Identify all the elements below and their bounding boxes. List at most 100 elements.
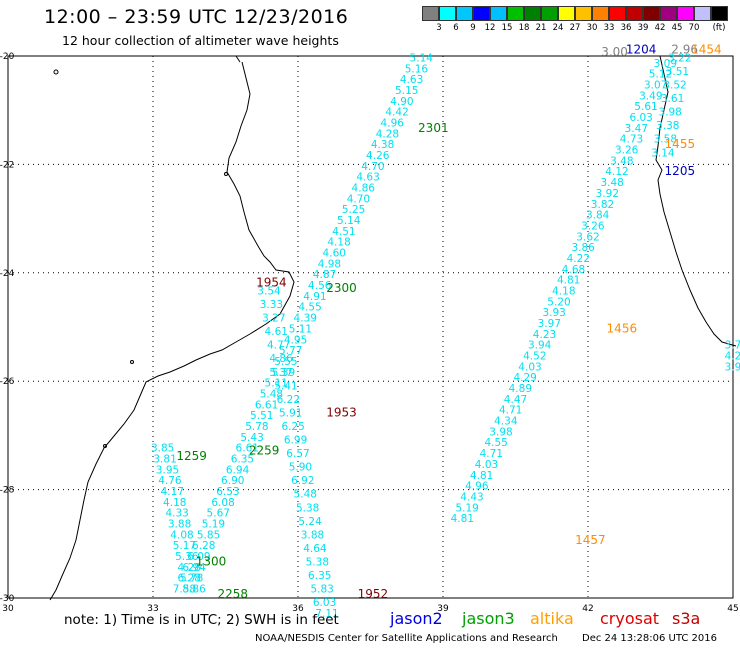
wave-height-value: 4.90 bbox=[390, 96, 413, 108]
wave-height-value: 3.94 bbox=[528, 340, 552, 352]
wave-height-value: 4.2 bbox=[725, 351, 740, 363]
legend-label: 42 bbox=[654, 23, 666, 33]
wave-height-value: 3.47 bbox=[625, 123, 648, 135]
wave-height-value: 4.17 bbox=[161, 486, 184, 498]
lat-tick-label: -30 bbox=[0, 594, 15, 604]
lon-tick-label: 33 bbox=[147, 604, 158, 614]
legend-label: 33 bbox=[603, 23, 615, 33]
wave-height-value: 4.23 bbox=[533, 329, 556, 341]
wave-height-value: 5.43 bbox=[240, 432, 263, 444]
wave-height-value: 4.52 bbox=[523, 351, 546, 363]
legend-swatch bbox=[524, 6, 541, 21]
wave-height-value: 7.58 bbox=[173, 584, 196, 596]
wave-height-value: 5.14 bbox=[410, 52, 434, 64]
legend-swatch bbox=[473, 6, 490, 21]
wave-height-value: 4.55 bbox=[484, 437, 507, 449]
timestamp: Dec 24 13:28:06 UTC 2016 bbox=[582, 633, 717, 644]
wave-height-value: 5.55 bbox=[274, 356, 297, 368]
wave-height-value: 3.93 bbox=[542, 307, 565, 319]
wave-height-value: 4.51 bbox=[332, 226, 355, 238]
wave-height-value: 5.39 bbox=[272, 367, 295, 379]
wave-height-value: 4.18 bbox=[552, 285, 575, 297]
wave-height-value: 3.61 bbox=[661, 93, 684, 105]
wave-height-value: 3.88 bbox=[301, 529, 324, 541]
wave-height-value: 4.42 bbox=[385, 107, 408, 119]
africa-coastline bbox=[49, 61, 295, 601]
wave-height-value: 5.19 bbox=[202, 519, 225, 531]
legend-swatch bbox=[541, 6, 558, 21]
wave-height-value: 4.87 bbox=[313, 269, 336, 281]
wave-height-value: 3.95 bbox=[156, 464, 179, 476]
wave-height-value: 6.35 bbox=[231, 454, 254, 466]
wave-height-value: 3.62 bbox=[576, 231, 599, 243]
wave-height-value: 3.27 bbox=[262, 313, 285, 325]
pass-time-label: 1953 bbox=[326, 405, 357, 419]
wave-height-value: 4.47 bbox=[504, 394, 527, 406]
wave-height-value: 5.17 bbox=[173, 540, 196, 552]
wave-height-value: 4.95 bbox=[284, 334, 307, 346]
wave-height-value: 5.38 bbox=[306, 556, 329, 568]
legend-label: 24 bbox=[552, 23, 564, 33]
pass-time-label: 2259 bbox=[249, 443, 280, 457]
wave-height-value: 4.03 bbox=[475, 459, 498, 471]
footer-note: note: 1) Time is in UTC; 2) SWH is in fe… bbox=[64, 612, 339, 628]
wave-height-value: 5.91 bbox=[279, 407, 302, 419]
lat-tick-label: -24 bbox=[0, 269, 15, 279]
legend-swatch bbox=[609, 6, 626, 21]
lat-tick-label: -20 bbox=[0, 52, 15, 62]
wave-height-value: 4.28 bbox=[376, 128, 399, 140]
wave-height-value: 6.28 bbox=[192, 540, 215, 552]
wave-height-value: 3.98 bbox=[658, 107, 681, 119]
wave-height-value: 4.86 bbox=[352, 183, 376, 195]
wave-height-value: 3.85 bbox=[151, 443, 174, 455]
wave-height-value: 6.03 bbox=[629, 112, 652, 124]
wave-height-value: 4.96 bbox=[465, 481, 489, 493]
wave-height-value: 3.9 bbox=[725, 361, 740, 373]
wave-height-value: 5.78 bbox=[180, 573, 203, 585]
africa-coastline-north bbox=[235, 55, 241, 63]
wave-height-value: 4.89 bbox=[509, 383, 532, 395]
wave-height-value: 4.64 bbox=[303, 543, 327, 555]
wave-height-value: 4.98 bbox=[318, 258, 341, 270]
wave-height-value: 3.07 bbox=[644, 80, 667, 92]
wave-height-value: 6.90 bbox=[221, 475, 244, 487]
wave-height-value: 4.18 bbox=[327, 237, 350, 249]
lon-tick-label: 36 bbox=[292, 604, 304, 614]
wave-height-value: 4.03 bbox=[518, 361, 541, 373]
wave-height-value: 6.25 bbox=[281, 421, 304, 433]
legend-swatch bbox=[626, 6, 643, 21]
pass-time-label: 2300 bbox=[326, 281, 357, 295]
wave-height-value: 5.11 bbox=[289, 323, 312, 335]
wave-height-value: 3.48 bbox=[610, 155, 633, 167]
satellite-name: altika bbox=[530, 609, 574, 628]
wave-height-value: 5.36 bbox=[175, 551, 199, 563]
credit-line: NOAA/NESDIS Center for Satellite Applica… bbox=[255, 633, 558, 644]
wave-height-value: 4.96 bbox=[381, 117, 405, 129]
axis-labels: 30 33 36 39 42 45 -20 -22 -24 -26 -28 -30 bbox=[0, 52, 739, 614]
pass-time-labels: 2301 1954 2300 1953 2259 1259 1300 2258 1952 3.00… bbox=[176, 42, 721, 601]
wave-height-value: 4.28 bbox=[178, 562, 201, 574]
wave-height-value: 3.86 bbox=[571, 242, 595, 254]
wave-height-value: 5.24 bbox=[298, 516, 322, 528]
wave-height-value: 4.91 bbox=[303, 291, 326, 303]
legend-swatch bbox=[694, 6, 711, 21]
wave-height-value: 4.56 bbox=[308, 280, 332, 292]
wave-height-value: 3.92 bbox=[596, 188, 619, 200]
track-1205: 3.095.123.073.495.616.033.474.733.263.48… bbox=[451, 58, 677, 525]
wave-height-value: 5.48 bbox=[294, 489, 317, 501]
track-1954: 3.54 3.33 3.274.61 4.774.86 5.395.41 6.225.91… bbox=[257, 285, 338, 619]
wave-height-value: 3.82 bbox=[591, 199, 614, 211]
pass-time-label: 1954 bbox=[256, 275, 287, 289]
wave-height-value: 5.11 bbox=[265, 378, 288, 390]
wave-height-value: 6.94 bbox=[182, 562, 206, 574]
satellite-name: s3a bbox=[672, 609, 701, 628]
wave-height-value: 3.48 bbox=[600, 177, 623, 189]
lat-tick-label: -22 bbox=[0, 160, 14, 170]
wave-height-value: 5.25 bbox=[342, 204, 365, 216]
wave-height-value: 6.08 bbox=[211, 497, 234, 509]
lat-tick-label: -26 bbox=[0, 377, 15, 387]
wave-height-value: 5.38 bbox=[296, 502, 319, 514]
wave-height-value: 3.84 bbox=[586, 210, 610, 222]
wave-height-value: 3.98 bbox=[489, 426, 512, 438]
